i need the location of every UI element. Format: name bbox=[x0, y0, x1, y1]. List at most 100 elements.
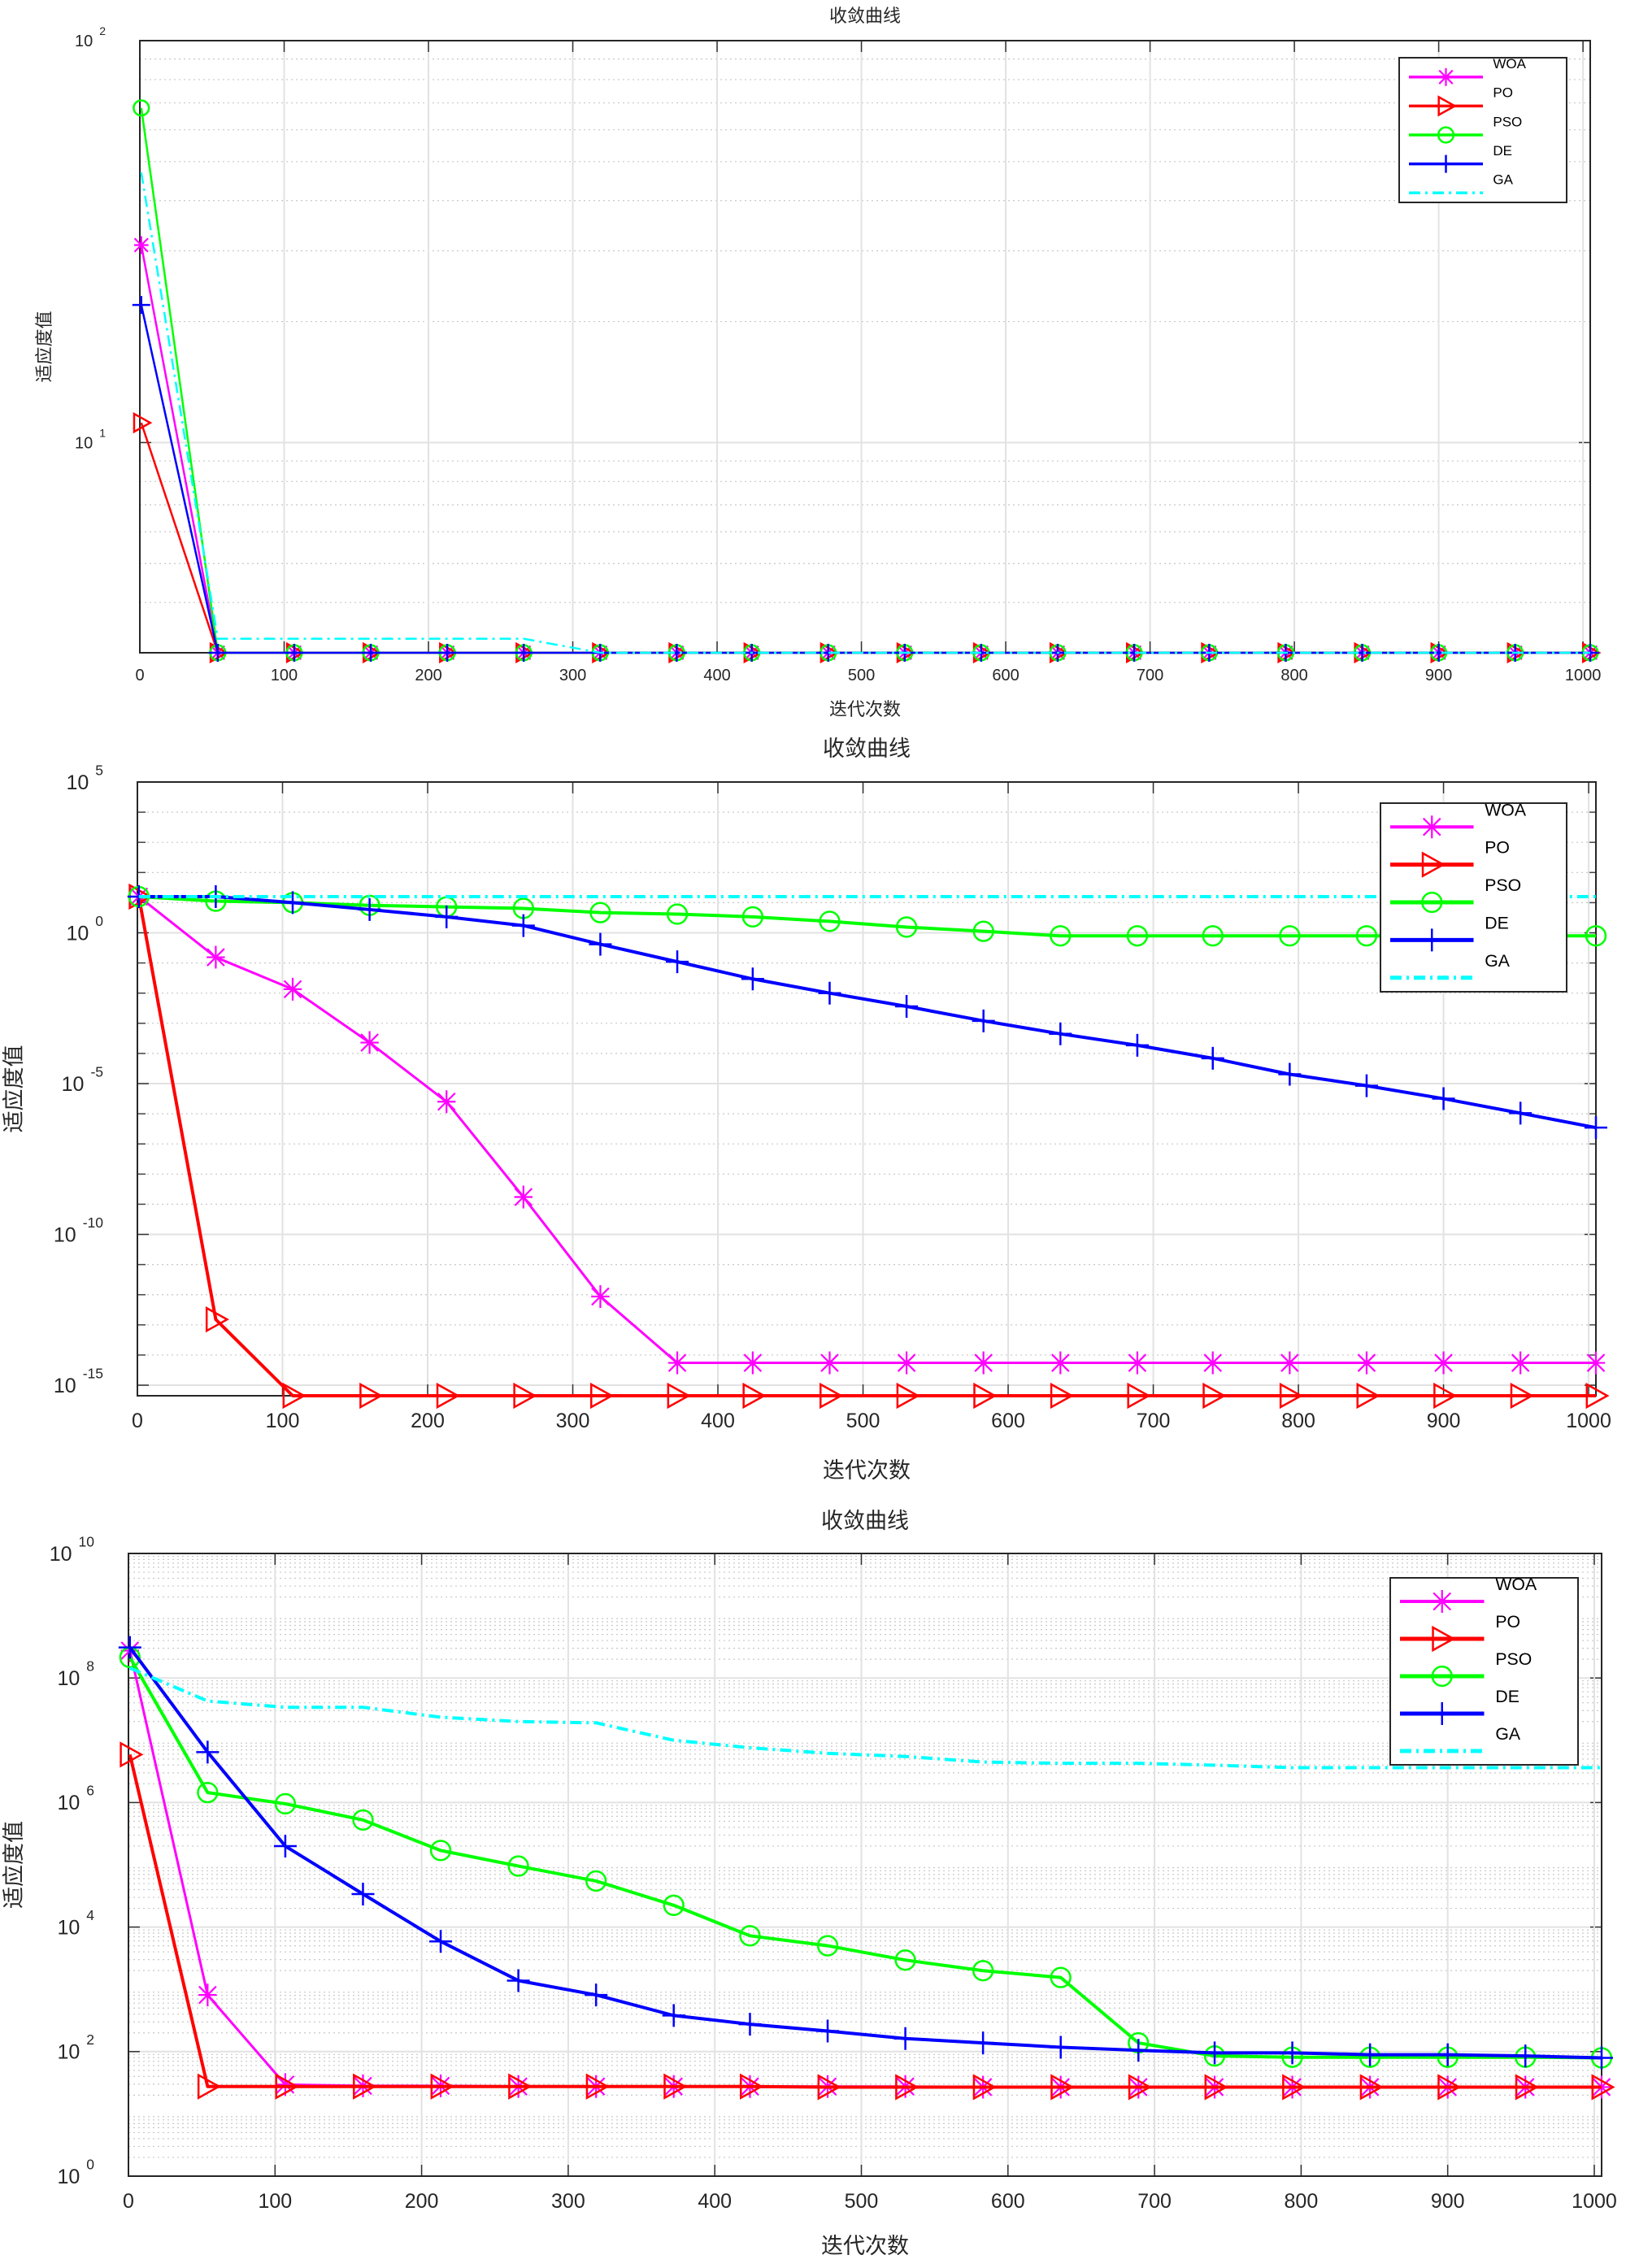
data-point-de bbox=[429, 1930, 453, 1953]
data-point-de bbox=[741, 967, 764, 991]
data-point-po bbox=[1050, 2074, 1075, 2101]
legend-item-ga[interactable]: GA bbox=[1390, 951, 1511, 980]
legend-label: PSO bbox=[1485, 875, 1521, 895]
data-point-de bbox=[893, 2027, 917, 2050]
data-point-de bbox=[1585, 1116, 1607, 1140]
axes-box bbox=[128, 1553, 1602, 2177]
series-po bbox=[120, 1741, 1615, 2101]
legend-marker-icon bbox=[1437, 126, 1455, 144]
x-tick-label: 800 bbox=[1280, 667, 1307, 684]
data-point-po bbox=[589, 1382, 615, 1410]
legend-item-woa[interactable]: WOA bbox=[1400, 1575, 1537, 1613]
x-tick-label: 200 bbox=[411, 1410, 445, 1432]
data-point-de bbox=[589, 932, 612, 956]
legend-item-de[interactable]: DE bbox=[1390, 913, 1509, 952]
grid bbox=[139, 40, 1590, 654]
legend-label: WOA bbox=[1495, 1575, 1537, 1594]
legend-item-po[interactable]: PO bbox=[1390, 838, 1510, 878]
legend-item-woa[interactable]: WOA bbox=[1390, 800, 1527, 839]
y-tick-exponent: 2 bbox=[86, 2031, 94, 2048]
y-tick-exponent: 5 bbox=[95, 762, 103, 778]
series-ga bbox=[129, 1666, 1602, 1770]
data-point-po bbox=[359, 1382, 384, 1410]
data-point-po bbox=[282, 1382, 307, 1410]
data-point-de bbox=[285, 643, 303, 662]
x-tick-label: 400 bbox=[698, 2190, 732, 2213]
data-point-pso bbox=[666, 903, 689, 925]
legend-item-woa[interactable]: WOA bbox=[1409, 56, 1527, 86]
x-tick-label: 600 bbox=[991, 2190, 1025, 2213]
data-point-de bbox=[1359, 2043, 1382, 2066]
y-tick-label: 10 0 bbox=[66, 913, 103, 945]
x-tick-label: 0 bbox=[132, 1410, 143, 1432]
data-point-po bbox=[513, 1382, 537, 1410]
legend-item-pso[interactable]: PSO bbox=[1400, 1649, 1532, 1688]
data-point-de bbox=[273, 1835, 297, 1858]
legend-item-po[interactable]: PO bbox=[1400, 1612, 1520, 1653]
x-tick-label: 500 bbox=[846, 1410, 880, 1432]
grid bbox=[128, 1553, 1602, 2177]
legend-label: GA bbox=[1493, 172, 1513, 188]
data-point-de bbox=[1201, 1046, 1224, 1070]
data-point-po bbox=[275, 2073, 299, 2100]
data-point-de bbox=[1509, 1101, 1533, 1125]
y-tick-exponent: 6 bbox=[86, 1783, 94, 1799]
data-point-de bbox=[738, 2013, 762, 2036]
legend-item-de[interactable]: DE bbox=[1409, 143, 1512, 173]
series-de bbox=[127, 884, 1607, 1140]
data-point-po bbox=[508, 2073, 533, 2100]
data-point-pso bbox=[1585, 925, 1607, 947]
data-point-po bbox=[973, 1382, 998, 1410]
x-axis-label: 迭代次数 bbox=[821, 2234, 909, 2259]
y-axis-label: 适应度值 bbox=[2, 1045, 27, 1133]
data-point-de bbox=[358, 897, 381, 921]
data-point-de bbox=[1125, 1033, 1149, 1057]
legend-item-po[interactable]: PO bbox=[1409, 85, 1513, 117]
data-point-pso bbox=[585, 1870, 607, 1892]
data-point-de bbox=[818, 981, 841, 1005]
y-tick-base: 10 bbox=[50, 1543, 72, 1566]
legend-item-ga[interactable]: GA bbox=[1409, 172, 1514, 194]
data-point-woa bbox=[1586, 1351, 1606, 1375]
data-point-po bbox=[353, 2073, 377, 2100]
x-tick-label: 0 bbox=[135, 667, 144, 684]
y-tick-label: 10 8 bbox=[57, 1658, 94, 1690]
legend-marker-icon bbox=[1422, 815, 1441, 839]
x-tick-label: 100 bbox=[266, 1410, 300, 1432]
data-point-po bbox=[895, 2074, 920, 2101]
data-point-de bbox=[666, 950, 689, 974]
y-tick-exponent: 8 bbox=[86, 1658, 94, 1674]
series-de bbox=[118, 1636, 1613, 2070]
legend-item-ga[interactable]: GA bbox=[1400, 1724, 1521, 1753]
x-tick-label: 900 bbox=[1425, 667, 1452, 684]
data-point-po bbox=[133, 411, 153, 434]
chart-title: 收敛曲线 bbox=[821, 1509, 909, 1534]
data-point-de bbox=[196, 1740, 220, 1764]
data-point-po bbox=[197, 2073, 221, 2100]
legend-item-de[interactable]: DE bbox=[1400, 1687, 1519, 1725]
x-tick-label: 100 bbox=[258, 2190, 292, 2213]
data-point-de bbox=[1436, 2043, 1459, 2066]
legend-marker-icon bbox=[1431, 1665, 1453, 1688]
data-point-pso bbox=[895, 916, 918, 938]
x-tick-label: 800 bbox=[1281, 1410, 1315, 1432]
data-point-po bbox=[1515, 2074, 1539, 2101]
legend-label: PSO bbox=[1493, 114, 1522, 129]
legend-item-pso[interactable]: PSO bbox=[1409, 114, 1522, 144]
data-point-po bbox=[663, 2073, 688, 2100]
series-line-woa bbox=[137, 895, 1596, 1365]
y-tick-base: 10 bbox=[75, 434, 93, 452]
series-line-de bbox=[128, 1646, 1602, 2060]
legend-item-pso[interactable]: PSO bbox=[1390, 875, 1521, 914]
data-point-po bbox=[896, 1382, 920, 1410]
legend-marker-icon bbox=[1430, 1702, 1454, 1725]
series-line-ga bbox=[129, 1666, 1602, 1770]
data-point-de bbox=[1280, 2041, 1304, 2065]
data-point-de bbox=[972, 2031, 995, 2055]
data-point-pso bbox=[1126, 925, 1149, 947]
legend-box bbox=[1398, 57, 1567, 203]
data-point-de bbox=[1127, 2039, 1150, 2062]
plot-area bbox=[140, 41, 1590, 653]
data-point-de bbox=[506, 1969, 530, 1992]
